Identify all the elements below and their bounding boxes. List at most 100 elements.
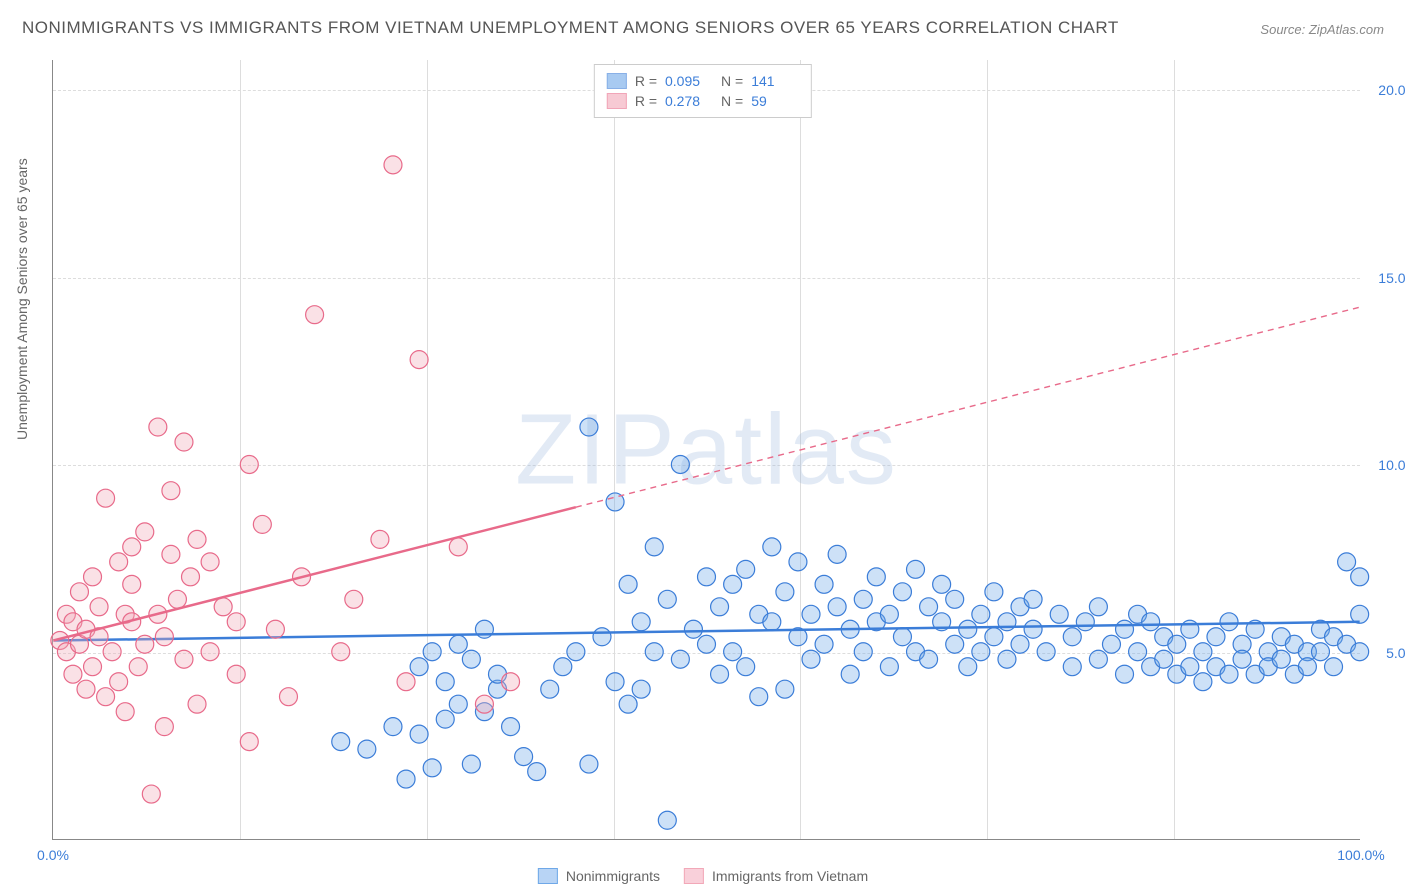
chart-title: NONIMMIGRANTS VS IMMIGRANTS FROM VIETNAM… xyxy=(22,18,1119,38)
data-point xyxy=(136,523,154,541)
data-point xyxy=(449,538,467,556)
data-point xyxy=(580,418,598,436)
data-point xyxy=(854,590,872,608)
data-point xyxy=(972,643,990,661)
legend-n-value: 59 xyxy=(751,93,799,109)
data-point xyxy=(920,598,938,616)
data-point xyxy=(136,635,154,653)
data-point xyxy=(684,620,702,638)
data-point xyxy=(116,703,134,721)
data-point xyxy=(619,575,637,593)
legend-swatch xyxy=(538,868,558,884)
data-point xyxy=(893,583,911,601)
data-point xyxy=(410,351,428,369)
data-point xyxy=(789,553,807,571)
data-point xyxy=(103,643,121,661)
data-point xyxy=(737,658,755,676)
data-point xyxy=(606,673,624,691)
data-point xyxy=(802,605,820,623)
data-point xyxy=(776,583,794,601)
data-point xyxy=(1063,628,1081,646)
data-point xyxy=(97,489,115,507)
data-point xyxy=(841,665,859,683)
data-point xyxy=(188,530,206,548)
legend-correlation-row: R =0.095N =141 xyxy=(607,71,799,91)
y-tick-label: 15.0% xyxy=(1378,270,1406,286)
data-point xyxy=(162,545,180,563)
data-point xyxy=(1298,658,1316,676)
data-point xyxy=(1194,673,1212,691)
data-point xyxy=(593,628,611,646)
data-point xyxy=(933,575,951,593)
data-point xyxy=(946,590,964,608)
data-point xyxy=(724,643,742,661)
legend-series-item: Immigrants from Vietnam xyxy=(684,868,868,884)
data-point xyxy=(828,598,846,616)
data-point xyxy=(541,680,559,698)
data-point xyxy=(802,650,820,668)
trend-line-solid xyxy=(53,507,576,640)
data-point xyxy=(371,530,389,548)
legend-series: Nonimmigrants Immigrants from Vietnam xyxy=(538,868,868,884)
data-point xyxy=(1037,643,1055,661)
data-point xyxy=(528,763,546,781)
data-point xyxy=(1089,598,1107,616)
data-point xyxy=(815,635,833,653)
data-point xyxy=(64,665,82,683)
data-point xyxy=(110,553,128,571)
legend-series-label: Nonimmigrants xyxy=(566,868,660,884)
legend-r-label: R = xyxy=(635,93,657,109)
data-point xyxy=(632,613,650,631)
data-point xyxy=(972,605,990,623)
data-point xyxy=(920,650,938,668)
data-point xyxy=(893,628,911,646)
legend-n-label: N = xyxy=(721,93,743,109)
data-point xyxy=(423,759,441,777)
data-point xyxy=(658,811,676,829)
y-axis-label: Unemployment Among Seniors over 65 years xyxy=(14,158,30,440)
data-point xyxy=(1207,628,1225,646)
data-point xyxy=(502,673,520,691)
data-point xyxy=(142,785,160,803)
trend-line-dashed xyxy=(576,307,1360,507)
data-point xyxy=(1351,643,1369,661)
data-point xyxy=(449,635,467,653)
data-point xyxy=(182,568,200,586)
data-point xyxy=(279,688,297,706)
source-link[interactable]: ZipAtlas.com xyxy=(1309,22,1384,37)
data-point xyxy=(358,740,376,758)
data-point xyxy=(70,583,88,601)
data-point xyxy=(880,658,898,676)
data-point xyxy=(201,553,219,571)
data-point xyxy=(214,598,232,616)
legend-r-value: 0.278 xyxy=(665,93,713,109)
y-tick-label: 5.0% xyxy=(1386,645,1406,661)
data-point xyxy=(1142,613,1160,631)
data-point xyxy=(1116,665,1134,683)
data-point xyxy=(645,643,663,661)
legend-series-item: Nonimmigrants xyxy=(538,868,660,884)
data-point xyxy=(345,590,363,608)
legend-swatch xyxy=(607,93,627,109)
data-point xyxy=(959,658,977,676)
data-point xyxy=(554,658,572,676)
data-point xyxy=(1024,620,1042,638)
data-point xyxy=(1351,568,1369,586)
scatter-svg xyxy=(53,60,1360,839)
data-point xyxy=(410,725,428,743)
data-point xyxy=(1063,658,1081,676)
data-point xyxy=(155,628,173,646)
data-point xyxy=(946,635,964,653)
legend-correlation: R =0.095N =141 R = 0.278 N = 59 xyxy=(594,64,812,118)
data-point xyxy=(423,643,441,661)
data-point xyxy=(737,560,755,578)
legend-correlation-row: R = 0.278 N = 59 xyxy=(607,91,799,111)
data-point xyxy=(462,755,480,773)
legend-n-value: 141 xyxy=(751,73,799,89)
data-point xyxy=(227,665,245,683)
data-point xyxy=(1168,635,1186,653)
data-point xyxy=(84,658,102,676)
data-point xyxy=(253,515,271,533)
data-point xyxy=(436,673,454,691)
data-point xyxy=(776,680,794,698)
